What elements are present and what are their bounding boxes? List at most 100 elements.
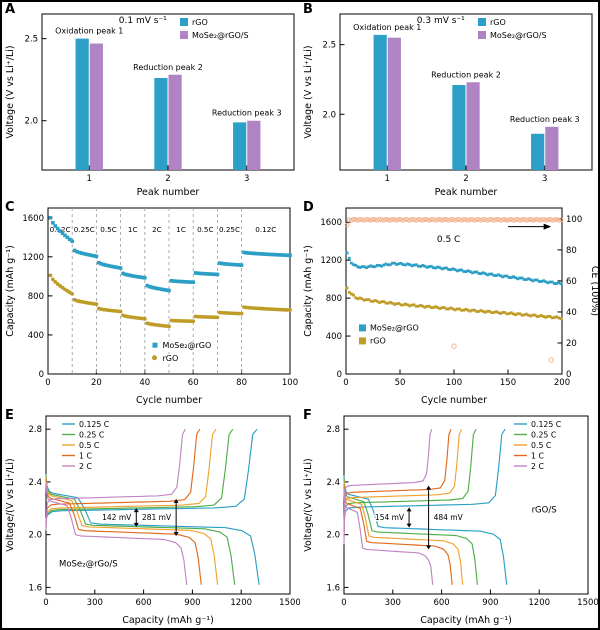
svg-text:0.5C: 0.5C (197, 225, 213, 234)
panel-f-label: F (303, 408, 312, 423)
svg-text:rGO: rGO (370, 336, 386, 345)
svg-text:2.5: 2.5 (322, 41, 336, 51)
svg-text:1C: 1C (176, 225, 186, 234)
svg-text:1 C: 1 C (79, 451, 92, 460)
gcd-curves-mose2-rgo-s-chart: 1.6 2.0 2.4 2.8 0 300 600 900 1200 1500 Capacity (… (2, 408, 300, 628)
svg-text:MoSe₂@rGO/S: MoSe₂@rGO/S (490, 31, 547, 40)
svg-text:100: 100 (566, 215, 582, 225)
svg-text:Voltage/(V vs Li⁺/Li): Voltage/(V vs Li⁺/Li) (303, 458, 314, 551)
svg-text:1: 1 (385, 174, 390, 184)
svg-text:0: 0 (43, 598, 48, 608)
svg-text:2.0: 2.0 (322, 110, 336, 120)
svg-text:2.0: 2.0 (326, 531, 340, 541)
svg-text:80: 80 (566, 246, 577, 256)
svg-text:40: 40 (566, 308, 577, 318)
panel-c-label: C (5, 200, 15, 215)
svg-text:2C: 2C (152, 225, 162, 234)
svg-text:100: 100 (446, 378, 462, 388)
svg-text:281 mV: 281 mV (142, 513, 172, 522)
panel-d-label: D (303, 200, 314, 215)
svg-text:900: 900 (482, 598, 498, 608)
svg-text:0: 0 (566, 370, 571, 380)
panel-f: F 1.6 2.0 2.4 2.8 0 300 600 900 1200 1500 Capacity… (300, 408, 598, 628)
svg-text:300: 300 (385, 598, 401, 608)
svg-text:1600: 1600 (22, 214, 44, 224)
svg-text:Reduction peak 2: Reduction peak 2 (431, 70, 501, 79)
svg-text:800: 800 (28, 292, 44, 302)
panel-d: D 0 400 800 1200 1600 0 50 100 150 200 Cycle numbe… (300, 200, 598, 408)
svg-text:Capacity (mAh g⁻¹): Capacity (mAh g⁻¹) (420, 615, 512, 626)
svg-text:142 mV: 142 mV (102, 513, 132, 522)
svg-text:Peak number: Peak number (137, 187, 200, 198)
svg-text:2.4: 2.4 (326, 478, 340, 488)
panel-a: A 2.0 2.5 1 2 3 Peak number Voltage (V vs Li⁺/… (2, 2, 300, 200)
svg-text:Capacity (mAh g⁻¹): Capacity (mAh g⁻¹) (5, 245, 16, 337)
svg-text:2.5: 2.5 (24, 35, 38, 45)
panel-e-label: E (5, 408, 14, 423)
svg-text:50: 50 (395, 378, 406, 388)
cv-peaks-chart-0p1mvs: 2.0 2.5 1 2 3 Peak number Voltage (V vs Li⁺/Li… (2, 2, 300, 200)
svg-text:20: 20 (91, 378, 102, 388)
svg-text:Oxidation peak 1: Oxidation peak 1 (55, 27, 123, 36)
gcd-curves-rgo-s-chart: 1.6 2.0 2.4 2.8 0 300 600 900 1200 1500 Capacity (… (300, 408, 598, 628)
svg-text:2: 2 (463, 174, 468, 184)
svg-text:Peak number: Peak number (435, 187, 498, 198)
svg-text:0.25C: 0.25C (74, 225, 95, 234)
svg-text:0.3 mV s⁻¹: 0.3 mV s⁻¹ (417, 16, 465, 26)
svg-text:MoSe₂@rGO: MoSe₂@rGO (370, 323, 419, 332)
svg-text:100: 100 (282, 378, 298, 388)
svg-text:2.0: 2.0 (28, 531, 42, 541)
svg-text:0: 0 (39, 370, 44, 380)
svg-text:Cycle number: Cycle number (421, 395, 487, 406)
svg-text:2.0: 2.0 (24, 117, 38, 127)
svg-text:400: 400 (326, 332, 342, 342)
svg-text:3: 3 (542, 174, 547, 184)
svg-text:rGO: rGO (162, 354, 178, 363)
svg-text:Capacity (mAh g⁻¹): Capacity (mAh g⁻¹) (122, 615, 214, 626)
svg-text:600: 600 (433, 598, 449, 608)
svg-text:1500: 1500 (577, 598, 598, 608)
svg-text:2: 2 (165, 174, 170, 184)
svg-text:1500: 1500 (279, 598, 300, 608)
panel-c: C 0 400 800 1200 1600 0 20 40 60 80 100 Cycle numbe… (2, 200, 300, 408)
svg-text:0.5 C: 0.5 C (531, 441, 552, 450)
svg-text:0.5 C: 0.5 C (437, 235, 460, 245)
svg-text:0: 0 (45, 378, 50, 388)
svg-text:MoSe₂@rGo/S: MoSe₂@rGo/S (59, 559, 118, 569)
svg-text:400: 400 (28, 331, 44, 341)
svg-text:Capacity (mAh g⁻¹): Capacity (mAh g⁻¹) (303, 245, 314, 337)
svg-text:0.12C: 0.12C (255, 225, 276, 234)
svg-text:0: 0 (337, 370, 342, 380)
svg-text:484 mV: 484 mV (434, 513, 464, 522)
svg-text:2 C: 2 C (531, 462, 544, 471)
svg-text:300: 300 (87, 598, 103, 608)
panel-b: B 2.0 2.5 1 2 3 Peak number Voltage (V vs Li⁺/… (300, 2, 598, 200)
svg-text:rGO/S: rGO/S (532, 505, 557, 515)
svg-text:2.4: 2.4 (28, 478, 42, 488)
svg-text:rGO: rGO (490, 18, 506, 27)
svg-text:1.6: 1.6 (326, 583, 340, 593)
svg-text:1: 1 (87, 174, 92, 184)
svg-text:Voltage/(V vs Li⁺/Li): Voltage/(V vs Li⁺/Li) (5, 458, 16, 551)
svg-text:Reduction peak 2: Reduction peak 2 (133, 63, 203, 72)
svg-text:1200: 1200 (230, 598, 252, 608)
svg-text:1.6: 1.6 (28, 583, 42, 593)
svg-text:60: 60 (566, 277, 577, 287)
svg-text:2 C: 2 C (79, 462, 92, 471)
svg-text:0.1 mV s⁻¹: 0.1 mV s⁻¹ (119, 16, 167, 26)
svg-text:80: 80 (236, 378, 247, 388)
svg-text:1C: 1C (128, 225, 138, 234)
svg-text:0.125 C: 0.125 C (79, 420, 110, 429)
svg-text:20: 20 (566, 339, 577, 349)
svg-text:0.25 C: 0.25 C (79, 430, 105, 439)
svg-text:0.25C: 0.25C (219, 225, 240, 234)
svg-text:200: 200 (554, 378, 570, 388)
svg-text:Reduction peak 3: Reduction peak 3 (510, 115, 580, 124)
svg-text:600: 600 (135, 598, 151, 608)
svg-text:60: 60 (188, 378, 199, 388)
svg-text:1 C: 1 C (531, 451, 544, 460)
svg-text:rGO: rGO (192, 18, 208, 27)
svg-text:154 mV: 154 mV (375, 513, 405, 522)
svg-text:2.8: 2.8 (28, 425, 42, 435)
